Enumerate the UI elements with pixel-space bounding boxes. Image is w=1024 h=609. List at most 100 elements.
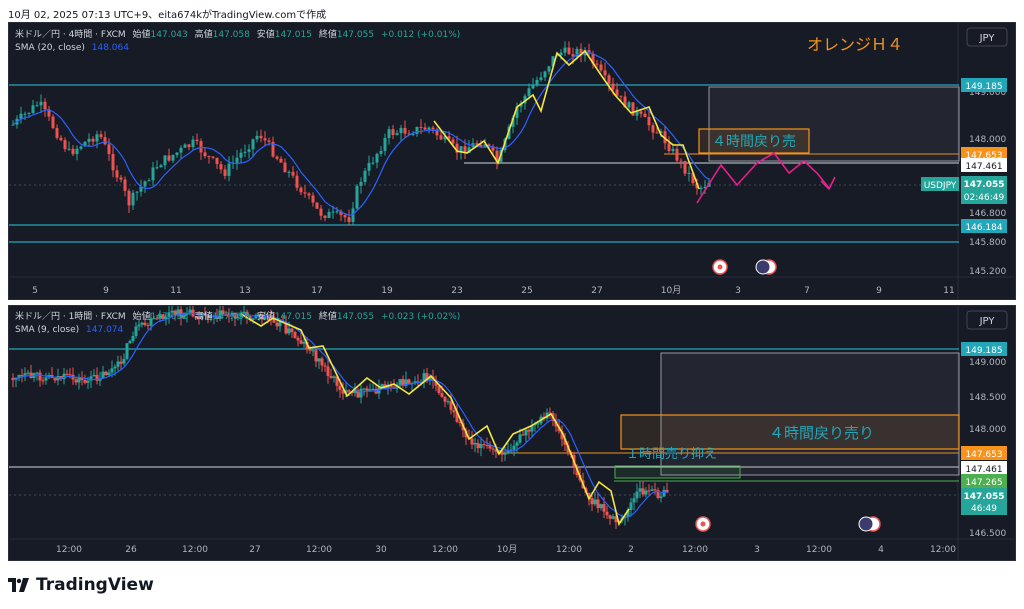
- candle: [39, 94, 43, 114]
- candle: [383, 380, 387, 390]
- candle: [543, 70, 547, 82]
- x-tick-label: 12:00: [556, 545, 582, 555]
- candle: [279, 156, 283, 163]
- candle: [26, 370, 30, 376]
- candle: [275, 155, 279, 161]
- candle: [63, 137, 67, 152]
- candle: [158, 310, 162, 322]
- candle: [439, 131, 443, 141]
- supply-zone-box[interactable]: [660, 352, 960, 476]
- chart-panel-1h[interactable]: ４時間戻り売り １時間売り抑え 米ドル／円 · 1時間 · FXCM 始値147…: [8, 305, 1016, 561]
- candle: [236, 312, 240, 321]
- candle: [116, 355, 120, 371]
- candle: [603, 62, 607, 81]
- candle: [257, 313, 261, 321]
- candle: [651, 122, 655, 140]
- us-flag-icon[interactable]: [858, 516, 874, 532]
- x-tick-label: 12:00: [806, 545, 832, 555]
- price-tag-level-high: [961, 342, 1007, 356]
- currency-badge[interactable]: [966, 310, 1008, 330]
- x-tick-label: 12:00: [432, 545, 458, 555]
- candle: [218, 306, 222, 322]
- candle: [287, 170, 291, 178]
- supply-zone-box[interactable]: [708, 86, 960, 162]
- sell-zone-box[interactable]: [620, 414, 960, 450]
- price-tag-white: [961, 461, 1007, 475]
- hold-zone-box[interactable]: [614, 465, 741, 479]
- candle: [171, 154, 175, 163]
- candle: [299, 186, 303, 196]
- candle: [638, 480, 642, 499]
- candle: [125, 343, 129, 361]
- x-tick-label: 7: [804, 286, 810, 296]
- candle: [455, 404, 459, 424]
- tradingview-wordmark: TradingView: [36, 575, 154, 595]
- price-tag-last: [961, 488, 1007, 515]
- candle: [135, 191, 139, 201]
- candle: [407, 130, 411, 135]
- x-tick-label: 13: [239, 286, 250, 296]
- candle: [104, 370, 108, 376]
- currency-badge[interactable]: [966, 27, 1008, 47]
- sma-line-4h: [12, 51, 710, 216]
- price-tag-level-high: [961, 78, 1007, 92]
- candle: [195, 133, 199, 145]
- candle: [491, 446, 495, 455]
- candle: [363, 167, 367, 185]
- candle: [152, 315, 156, 320]
- x-tick-label: 5: [32, 286, 38, 296]
- price-tag-level-high-text: 149.185: [965, 346, 1002, 356]
- candle: [119, 355, 123, 371]
- candle: [308, 345, 312, 354]
- legend-row-1h: 米ドル／円 · 1時間 · FXCM 始値147.032 高値147.058 安…: [15, 310, 460, 322]
- sell-zone-box[interactable]: [698, 128, 810, 154]
- y-tick-label: 149.000: [969, 358, 1006, 368]
- y-tick-label: 148.000: [969, 135, 1006, 145]
- x-tick-label: 12:00: [306, 545, 332, 555]
- candle: [355, 184, 359, 210]
- candle: [91, 136, 95, 146]
- x-tick-label: 11: [170, 286, 181, 296]
- candle: [391, 125, 395, 140]
- x-tick-label: 3: [754, 545, 760, 555]
- candle: [235, 149, 239, 170]
- candle: [200, 312, 204, 321]
- candle: [259, 129, 263, 143]
- candle: [667, 136, 671, 153]
- candle: [530, 419, 534, 438]
- candle: [183, 143, 187, 148]
- candle: [123, 176, 127, 197]
- candle: [319, 204, 323, 221]
- candle: [173, 309, 177, 321]
- chart-panel-4h[interactable]: ４時間戻り売 米ドル／円 · 4時間 · FXCM 始値147.043 高値14…: [8, 22, 1016, 300]
- tradingview-logo-icon: [8, 578, 29, 592]
- us-flag-icon[interactable]: [755, 259, 771, 275]
- x-tick-label: 4: [878, 545, 884, 555]
- candle: [137, 319, 141, 331]
- candle: [491, 144, 495, 155]
- candle: [476, 439, 480, 454]
- countdown-text: 02:46:49: [964, 193, 1005, 203]
- x-tick-label: 12:00: [930, 545, 956, 555]
- candle: [23, 111, 27, 121]
- candles-4h: [11, 41, 711, 226]
- candle: [387, 126, 391, 145]
- candle: [615, 82, 619, 97]
- candle: [231, 155, 235, 169]
- candle: [471, 138, 475, 148]
- candle: [482, 442, 486, 449]
- candle: [65, 369, 69, 377]
- zigzag-1h: [240, 313, 630, 526]
- indicator-legend-4h[interactable]: SMA (20, close) 148.064: [15, 43, 129, 53]
- candle: [367, 155, 371, 176]
- candle: [443, 395, 447, 408]
- sell-zone-label: ４時間戻り売り: [769, 424, 874, 442]
- candle: [194, 315, 198, 320]
- candle: [11, 373, 15, 388]
- candle: [227, 156, 231, 182]
- x-tick-label: 30: [375, 545, 387, 555]
- indicator-legend-1h[interactable]: SMA (9, close) 147.074: [15, 325, 124, 335]
- candle: [188, 306, 192, 316]
- candle: [115, 165, 119, 182]
- candle: [161, 314, 165, 320]
